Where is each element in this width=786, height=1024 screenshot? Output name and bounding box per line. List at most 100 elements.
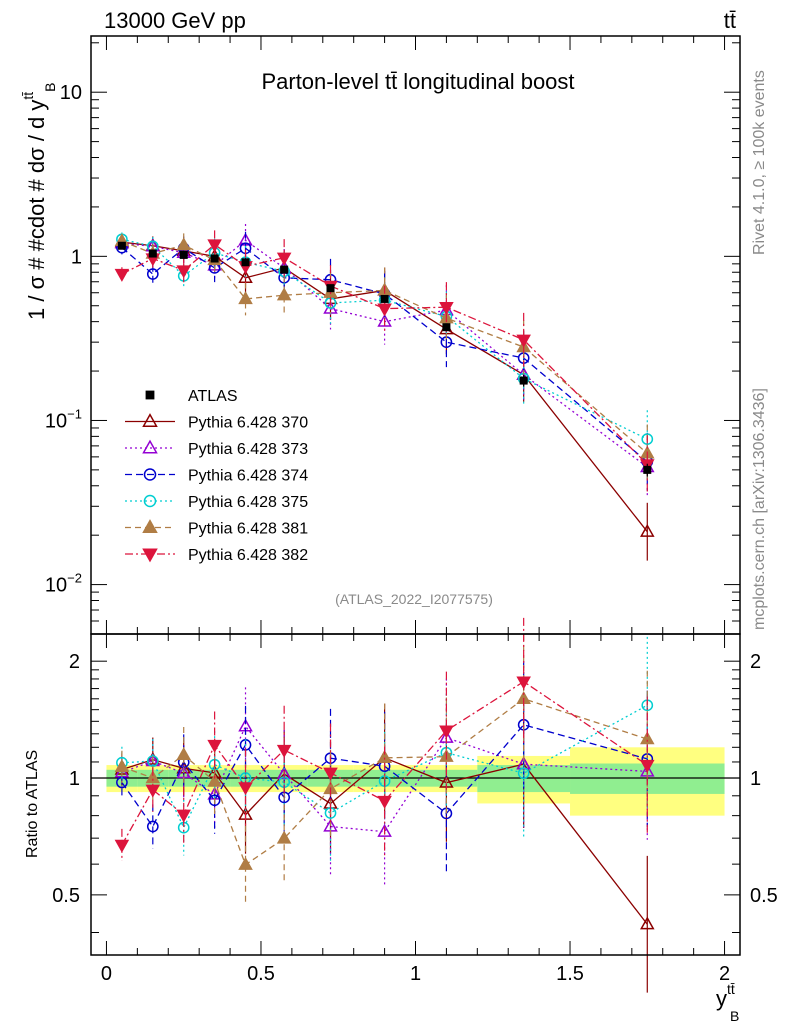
- y-tick-label: 10: [60, 82, 82, 104]
- ratio-tick-label-right: 2: [750, 651, 761, 673]
- legend-label: Pythia 6.428 373: [188, 441, 308, 458]
- x-tick-label: 2: [719, 963, 730, 985]
- y-tick-label: 10−2: [45, 571, 82, 597]
- series-line: [121, 239, 648, 468]
- svg-text:B: B: [730, 1008, 739, 1024]
- legend-marker: [143, 494, 157, 508]
- y-axis-label: 1 / σ # #cdot # dσ / d ytt̄B: [20, 82, 58, 320]
- analysis-tag: (ATLAS_2022_I2077575): [335, 591, 493, 607]
- x-tick-label: 0.5: [247, 963, 275, 985]
- data-point: [377, 750, 392, 763]
- data-point: [516, 334, 531, 348]
- atlas-point: [643, 465, 652, 474]
- ratio-tick-label-right: 1: [750, 768, 761, 790]
- data-point: [145, 784, 161, 798]
- legend-entry: Pythia 6.428 370: [125, 413, 308, 432]
- atlas-point: [519, 376, 528, 385]
- atlas-point: [442, 323, 451, 332]
- legend-marker: [143, 468, 157, 481]
- data-point: [176, 265, 191, 279]
- data-point: [114, 839, 130, 853]
- atlas-point: [117, 241, 126, 250]
- data-point: [176, 237, 191, 251]
- ratio-tick-label-left: 0.5: [52, 885, 80, 907]
- ratio-axis-label: Ratio to ATLAS: [24, 750, 41, 858]
- legend-marker: [142, 439, 158, 454]
- legend-entry: Pythia 6.428 382: [125, 547, 308, 564]
- data-point: [377, 823, 392, 837]
- legend-entry: Pythia 6.428 374: [125, 468, 308, 485]
- atlas-point: [326, 284, 335, 293]
- data-point: [207, 739, 222, 753]
- data-point: [145, 770, 161, 784]
- data-point: [276, 252, 292, 266]
- legend-marker: [142, 519, 158, 534]
- data-point: [377, 313, 392, 327]
- series-line: [121, 240, 648, 454]
- data-point: [276, 830, 292, 844]
- data-point: [146, 820, 159, 833]
- series-line: [121, 238, 648, 440]
- legend-entry: Pythia 6.428 375: [125, 494, 308, 511]
- process-label: tt̄: [724, 8, 736, 33]
- y-tick-label: 10−1: [45, 406, 82, 432]
- chart-title: Parton-level tt̄ longitudinal boost: [261, 69, 574, 94]
- main-panel-frame: [90, 35, 741, 635]
- atlas-point: [210, 254, 219, 263]
- data-point: [640, 759, 655, 773]
- data-point: [323, 767, 338, 781]
- legend-label: Pythia 6.428 382: [188, 547, 308, 564]
- legend-marker: [145, 390, 155, 400]
- data-point: [377, 795, 392, 809]
- data-point: [176, 747, 191, 761]
- legend-entry: Pythia 6.428 381: [125, 519, 308, 538]
- x-tick-label: 1: [410, 963, 421, 985]
- data-point: [377, 303, 392, 317]
- data-point: [238, 856, 253, 870]
- data-point: [276, 744, 292, 758]
- x-tick-label: 1.5: [556, 963, 584, 985]
- data-point: [238, 782, 253, 796]
- data-point: [207, 239, 222, 253]
- x-tick-label: 0: [101, 963, 112, 985]
- ratio-tick-label-left: 1: [69, 768, 80, 790]
- atlas-point: [148, 249, 157, 258]
- legend-label: Pythia 6.428 375: [188, 494, 308, 511]
- mcplots-label: mcplots.cern.ch [arXiv:1306.3436]: [751, 388, 768, 630]
- data-point: [176, 809, 191, 823]
- legend-label: Pythia 6.428 370: [188, 415, 308, 432]
- data-point: [276, 287, 292, 301]
- data-point: [208, 794, 221, 807]
- svg-text:ytt̄: ytt̄: [716, 981, 735, 1011]
- legend-label: Pythia 6.428 381: [188, 521, 308, 538]
- legend-label: ATLAS: [188, 388, 238, 405]
- series-line: [121, 243, 648, 465]
- atlas-point: [380, 294, 389, 303]
- data-point: [641, 433, 654, 445]
- ratio-tick-label-left: 2: [69, 651, 80, 673]
- atlas-point: [179, 250, 188, 259]
- legend-label: Pythia 6.428 374: [188, 468, 308, 485]
- data-point: [640, 523, 655, 537]
- data-point: [114, 758, 130, 772]
- svg-text:1 / σ # #cdot # dσ / d ytt̄B: 1 / σ # #cdot # dσ / d ytt̄B: [20, 82, 58, 320]
- ratio-tick-label-right: 0.5: [750, 885, 778, 907]
- legend-marker: [142, 413, 158, 428]
- data-point: [516, 676, 531, 690]
- atlas-point: [280, 265, 289, 274]
- rivet-label: Rivet 4.1.0, ≥ 100k events: [751, 70, 768, 255]
- data-point: [439, 302, 454, 316]
- data-point: [114, 268, 130, 282]
- legend-entry: Pythia 6.428 373: [125, 439, 308, 458]
- legend-entry: ATLAS: [145, 388, 238, 405]
- energy-label: 13000 GeV pp: [104, 8, 246, 33]
- data-point: [439, 725, 454, 739]
- data-point: [517, 767, 530, 780]
- atlas-point: [241, 258, 250, 267]
- ratio-series-line: [121, 698, 648, 866]
- data-point: [207, 773, 222, 787]
- data-point: [238, 291, 253, 305]
- data-point: [640, 731, 655, 745]
- data-point: [146, 268, 159, 280]
